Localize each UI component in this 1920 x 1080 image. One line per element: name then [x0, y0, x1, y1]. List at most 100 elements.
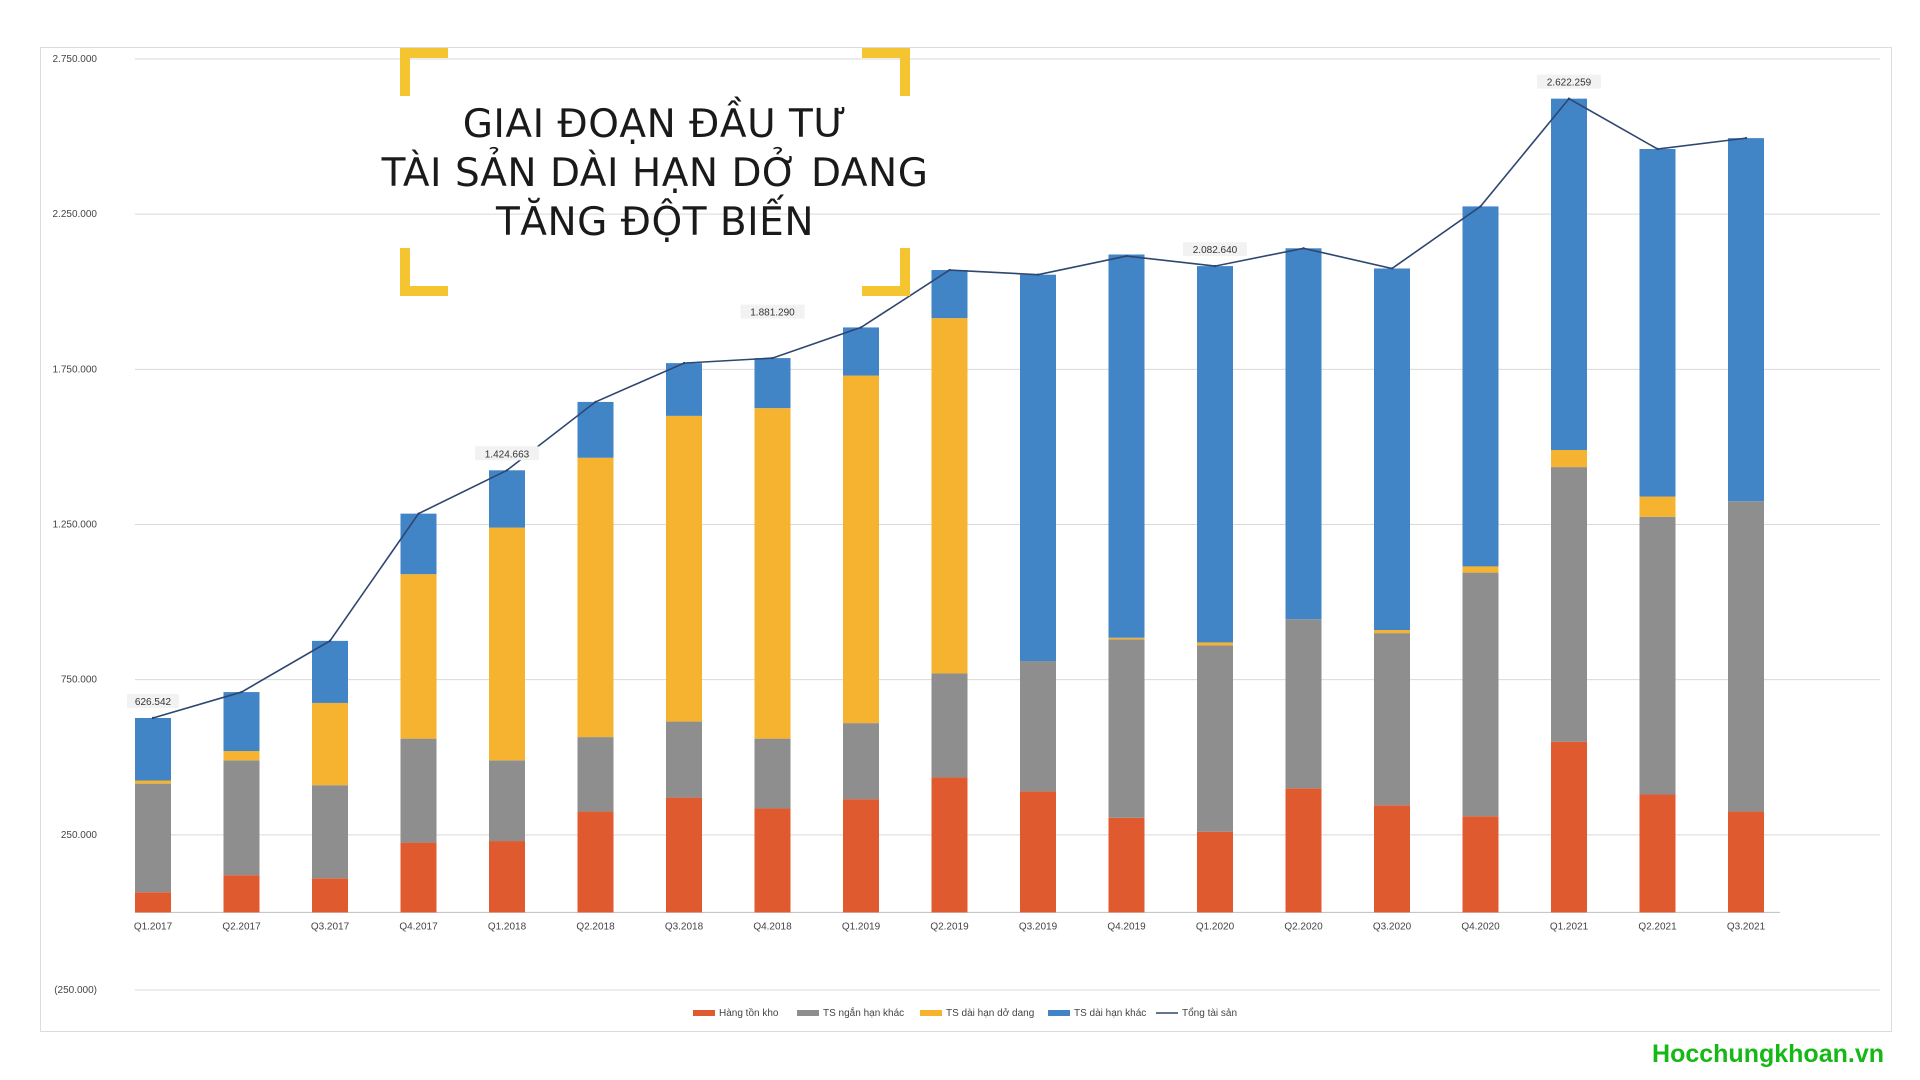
point-tong-tai-san-q1-2019	[859, 326, 863, 329]
legend-label: TS ngắn hạn khác	[823, 1006, 904, 1019]
bar-ts-dai-han-khac-q1-2020	[1197, 266, 1233, 643]
bar-ts-dai-han-do-dang-q4-2020	[1462, 566, 1499, 573]
callout-box-q1-2021	[1537, 74, 1601, 89]
bar-ts-dai-han-do-dang-q1-2021	[1551, 450, 1587, 468]
bar-hang-ton-kho-q4-2019	[1108, 817, 1145, 913]
bar-ts-dai-han-khac-q2-2020	[1285, 248, 1322, 620]
legend-swatch	[1048, 1010, 1070, 1016]
x-tick-label: Q2.2019	[930, 921, 969, 932]
y-tick-label: 1.250.000	[53, 520, 98, 531]
x-tick-label: Q4.2019	[1107, 921, 1146, 932]
bar-ts-dai-han-khac-q3-2017	[312, 640, 348, 703]
bar-ts-dai-han-khac-q1-2019	[843, 327, 879, 376]
bracket-corner-top-left	[400, 48, 448, 96]
bar-ts-dai-han-khac-q3-2018	[666, 363, 702, 416]
watermark-site-name: Hocchungkhoan.vn	[1652, 1040, 1884, 1068]
headline-line-1: GIAI ĐOẠN ĐẦU TƯ	[462, 102, 848, 147]
bar-ts-ngan-han-khac-q1-2017	[135, 783, 171, 893]
point-tong-tai-san-q1-2017	[151, 716, 155, 720]
point-tong-tai-san-q4-2017	[417, 512, 420, 515]
bar-hang-ton-kho-q2-2021	[1639, 794, 1676, 913]
bar-ts-ngan-han-khac-q3-2019	[1020, 661, 1056, 792]
bar-hang-ton-kho-q1-2020	[1197, 831, 1233, 913]
bar-ts-dai-han-khac-q3-2019	[1020, 274, 1056, 662]
bar-hang-ton-kho-q1-2019	[843, 799, 879, 913]
legend-label: TS dài hạn khác	[1074, 1008, 1146, 1019]
callout-box-q1-2020	[1183, 242, 1247, 257]
bar-ts-dai-han-do-dang-q3-2018	[666, 415, 702, 722]
legend-swatch	[693, 1010, 715, 1016]
point-tong-tai-san-q4-2020	[1479, 205, 1482, 208]
bar-ts-dai-han-do-dang-q2-2017	[223, 751, 260, 761]
bar-ts-dai-han-khac-q2-2017	[223, 692, 260, 752]
bar-hang-ton-kho-q4-2020	[1462, 816, 1499, 913]
legend-item-tong-tai-san: Tổng tài sản	[1156, 1007, 1237, 1019]
callout-label-q1-2018: 1.424.663	[485, 449, 530, 460]
x-tick-label: Q3.2018	[665, 921, 704, 932]
bar-ts-ngan-han-khac-q2-2020	[1285, 619, 1322, 789]
value-callouts: 626.542 1.424.663 1.881.290 2.082.640 2.622.…	[127, 74, 1601, 708]
bar-ts-dai-han-khac-q4-2020	[1462, 206, 1499, 567]
point-tong-tai-san-q3-2018	[682, 361, 686, 365]
legend-item-ts-dai-han-khac: TS dài hạn khác	[1048, 1008, 1146, 1019]
bar-hang-ton-kho-q2-2020	[1285, 788, 1322, 913]
bar-hang-ton-kho-q1-2017	[135, 892, 171, 913]
point-tong-tai-san-q2-2017	[240, 690, 243, 694]
x-tick-label: Q3.2019	[1019, 921, 1058, 932]
legend-swatch	[797, 1010, 819, 1016]
x-tick-label: Q1.2017	[134, 921, 173, 932]
bar-ts-dai-han-do-dang-q1-2018	[489, 527, 525, 761]
headline-line-2: TÀI SẢN DÀI HẠN DỞ DANG	[381, 151, 929, 196]
legend: Hàng tồn kho TS ngắn hạn khác TS dài hạn d…	[693, 1006, 1237, 1019]
bar-ts-dai-han-khac-q2-2019	[931, 270, 968, 319]
bar-ts-ngan-han-khac-q2-2019	[931, 673, 968, 778]
bar-hang-ton-kho-q2-2018	[577, 811, 614, 913]
x-tick-label: Q1.2018	[488, 921, 527, 932]
x-tick-label: Q2.2017	[222, 921, 261, 932]
bar-ts-dai-han-do-dang-q3-2017	[312, 702, 348, 786]
bar-ts-ngan-han-khac-q4-2019	[1108, 639, 1145, 818]
legend-swatch	[920, 1010, 942, 1016]
x-tick-label: Q1.2021	[1550, 921, 1589, 932]
x-tick-label: Q2.2021	[1638, 921, 1677, 932]
bar-hang-ton-kho-q3-2020	[1374, 805, 1410, 913]
bar-hang-ton-kho-q3-2019	[1020, 791, 1056, 913]
bar-hang-ton-kho-q4-2017	[400, 842, 437, 913]
y-tick-label: 250.000	[61, 830, 98, 841]
point-tong-tai-san-q3-2017	[328, 639, 332, 643]
bar-ts-ngan-han-khac-q2-2021	[1639, 516, 1676, 795]
bar-ts-ngan-han-khac-q4-2017	[400, 738, 437, 843]
bars	[135, 98, 1764, 913]
point-tong-tai-san-q3-2021	[1744, 136, 1748, 140]
y-tick-label: 1.750.000	[53, 364, 98, 375]
bar-ts-dai-han-do-dang-q2-2021	[1639, 496, 1676, 517]
bar-hang-ton-kho-q2-2019	[931, 777, 968, 913]
callout-box-q4-2018	[740, 304, 805, 319]
bar-ts-ngan-han-khac-q3-2018	[666, 721, 702, 798]
headline-line-3: TĂNG ĐỘT BIẾN	[495, 200, 814, 245]
bar-ts-dai-han-do-dang-q2-2019	[931, 318, 968, 674]
bar-ts-ngan-han-khac-q3-2021	[1728, 501, 1764, 812]
point-tong-tai-san-q2-2021	[1656, 147, 1659, 151]
legend-label: Hàng tồn kho	[719, 1007, 779, 1019]
bar-ts-dai-han-do-dang-q4-2017	[400, 574, 437, 739]
x-tick-label: Q3.2017	[311, 921, 350, 932]
x-axis-category-labels: Q1.2017 Q2.2017 Q3.2017 Q4.2017 Q1.2018 Q2.20…	[134, 921, 1766, 932]
bar-ts-dai-han-khac-q4-2018	[754, 358, 791, 409]
bar-ts-dai-han-do-dang-q1-2019	[843, 375, 879, 724]
bar-ts-ngan-han-khac-q2-2017	[223, 760, 260, 876]
y-axis-tick-labels: (250.000) 250.000 750.000 1.250.000 1.750.00…	[53, 54, 98, 996]
bar-ts-dai-han-do-dang-q1-2020	[1197, 642, 1233, 646]
callout-label-q4-2018: 1.881.290	[750, 308, 795, 319]
bar-ts-dai-han-khac-q4-2019	[1108, 254, 1145, 638]
bar-ts-ngan-han-khac-q1-2021	[1551, 467, 1587, 742]
x-tick-label: Q2.2018	[576, 921, 615, 932]
headline-callout: GIAI ĐOẠN ĐẦU TƯ TÀI SẢN DÀI HẠN DỞ DANG…	[370, 100, 940, 247]
bar-ts-dai-han-khac-q4-2017	[400, 513, 437, 575]
bar-ts-dai-han-do-dang-q3-2020	[1374, 630, 1410, 634]
bar-hang-ton-kho-q1-2018	[489, 841, 525, 913]
bar-hang-ton-kho-q1-2021	[1551, 741, 1587, 913]
point-tong-tai-san-q3-2019	[1036, 273, 1040, 276]
x-tick-label: Q4.2020	[1461, 921, 1500, 932]
bar-hang-ton-kho-q3-2018	[666, 797, 702, 913]
